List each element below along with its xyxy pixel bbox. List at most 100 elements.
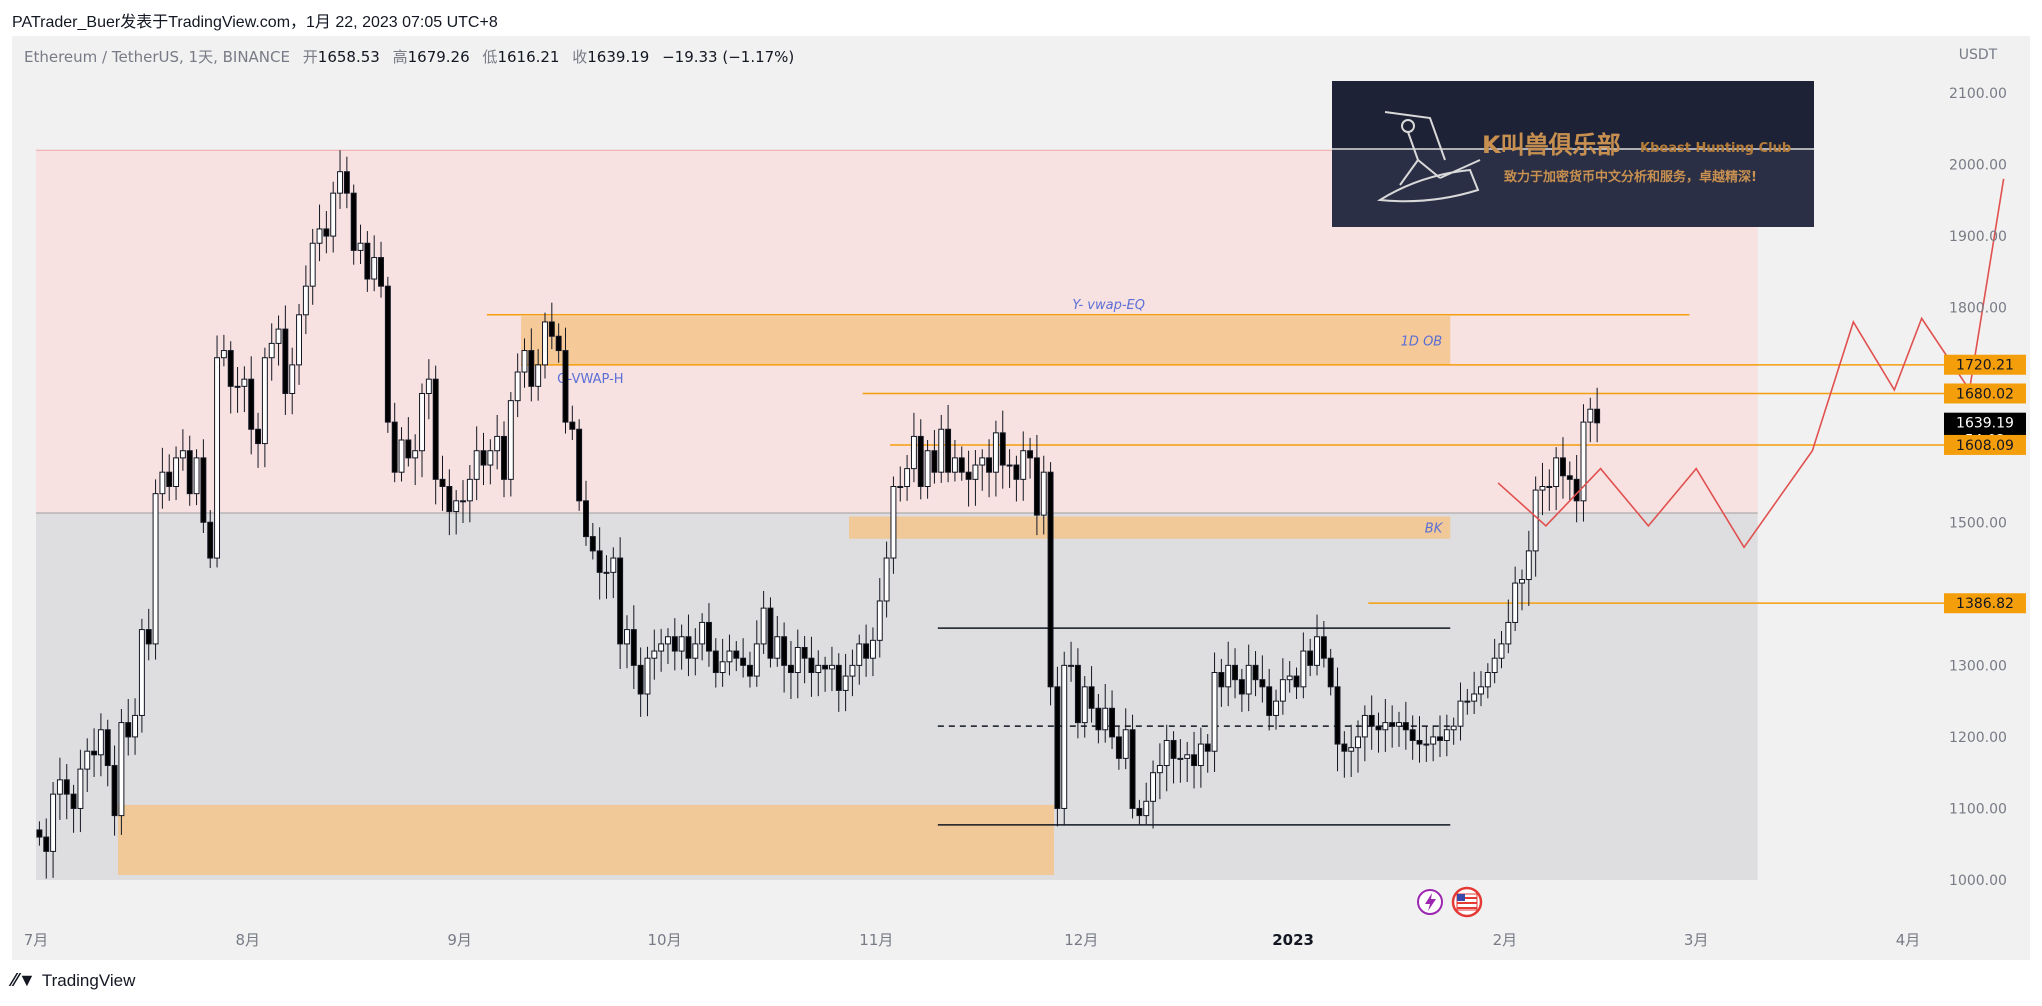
candle-body [658,643,665,652]
legend-change: −19.33 (−1.17%) [662,48,794,66]
candle-body [1266,686,1273,716]
candle-body [576,428,583,502]
candle-body [815,664,822,674]
candle-body [384,285,391,423]
candle-body [1402,722,1409,731]
candle-body [596,550,603,573]
y-tick-label: 1300.00 [1949,658,2007,674]
y-tick-label: 1100.00 [1949,801,2007,817]
candle-body [378,257,384,287]
candle-body [1525,550,1532,581]
candle-body [316,228,323,244]
candle-body [173,457,180,487]
candle-body [1115,736,1122,759]
candle-body [1136,807,1143,817]
price-chart[interactable]: 1D OB BK Y- vwap-EQ Q-VWAP-H USDT 2100.00 20… [0,0,2042,960]
tradingview-footer[interactable]: ⁄⁄▼ TradingView [12,970,135,991]
candle-body [1505,621,1512,645]
candle-body [248,378,255,430]
y-tick-label: 1500.00 [1949,515,2007,531]
candle-body [787,664,794,674]
legend-low-label: 低 [482,48,497,66]
candle-body [1177,757,1184,760]
candle-body [678,636,685,652]
zone-1d-ob [521,316,1451,365]
price-tag-1720.21 [1944,354,2026,375]
candles-layer [36,150,1601,879]
candle-body [1478,686,1484,695]
candle-body [583,500,589,538]
candle-body [726,650,733,663]
candle-body [1341,743,1348,752]
candle-body [350,192,357,251]
candle-body [43,836,50,852]
candle-body [1013,464,1020,480]
candle-body [1020,450,1027,480]
candle-body [1259,679,1266,688]
candle-body [494,435,501,452]
candle-body [630,629,637,666]
candle-body [398,439,405,473]
candle-body [822,664,829,670]
candle-body [391,421,398,473]
candle-body [1560,457,1566,477]
candle-body [1040,471,1047,516]
candle-body [1573,478,1580,502]
candle-body [207,521,214,559]
candle-body [740,657,747,666]
candle-body [227,350,234,387]
candle-body [1443,729,1450,741]
candle-body [480,450,487,466]
candle-body [425,378,432,394]
price-tag-value: 1386.82 [1956,596,2014,612]
candle-body [296,314,302,366]
candle-body [1088,686,1095,709]
flash-icon[interactable] [1417,889,1443,915]
candle-body [56,779,63,795]
candle-body [1375,725,1382,731]
candle-body [1491,657,1498,674]
candle-body [200,457,207,523]
candle-body [1512,582,1519,623]
candle-body [1225,664,1232,688]
candle-body [1471,693,1478,702]
candle-body [70,793,77,809]
chart-attribution: PATrader_Buer发表于TradingView.com，1月 22, 2… [12,14,498,31]
candle-body [460,500,466,503]
x-tick-label: 2023 [1272,931,1314,949]
candle-body [282,328,289,394]
candle-body [637,664,644,695]
economic-events-icon[interactable] [1451,886,1483,918]
line-label-y-vwap-eq: Y- vwap-EQ [1072,298,1145,313]
candle-body [1273,700,1279,716]
candle-body [808,657,815,674]
club-logo-banner: K叫兽俱乐部 Kbeast Hunting Club 致力于加密货币中文分析和服… [1332,81,1814,227]
candle-body [890,486,897,559]
candle-body [986,457,993,473]
price-tag-value: 1720.21 [1956,358,2014,374]
candle-body [132,714,139,738]
candle-body [856,643,863,666]
zone-bk [849,516,1451,539]
price-tag-value: 1639.19 [1956,416,2014,432]
candle-body [828,664,835,670]
candle-body [405,439,412,459]
candle-body [466,478,473,502]
candle-body [302,285,309,316]
candle-body [589,536,596,552]
candle-body [1396,722,1402,727]
logo-subtitle: Kbeast Hunting Club [1640,141,1791,156]
candle-body [1143,800,1150,817]
x-tick-label: 2月 [1493,931,1518,949]
candle-body [1054,686,1061,809]
candle-body [665,636,671,645]
candle-body [1314,636,1320,666]
candle-body [343,171,350,194]
price-axis[interactable]: USDT 2100.00 2000.00 1900.00 1800.00 1500.00 1… [1949,47,2007,889]
candle-body [166,471,173,488]
candle-body [91,750,98,756]
candle-body [1430,736,1437,745]
candle-body [1156,765,1163,774]
time-axis[interactable]: 7月 8月 9月 10月 11月 12月 2023 2月 3月 4月 [24,931,1921,949]
